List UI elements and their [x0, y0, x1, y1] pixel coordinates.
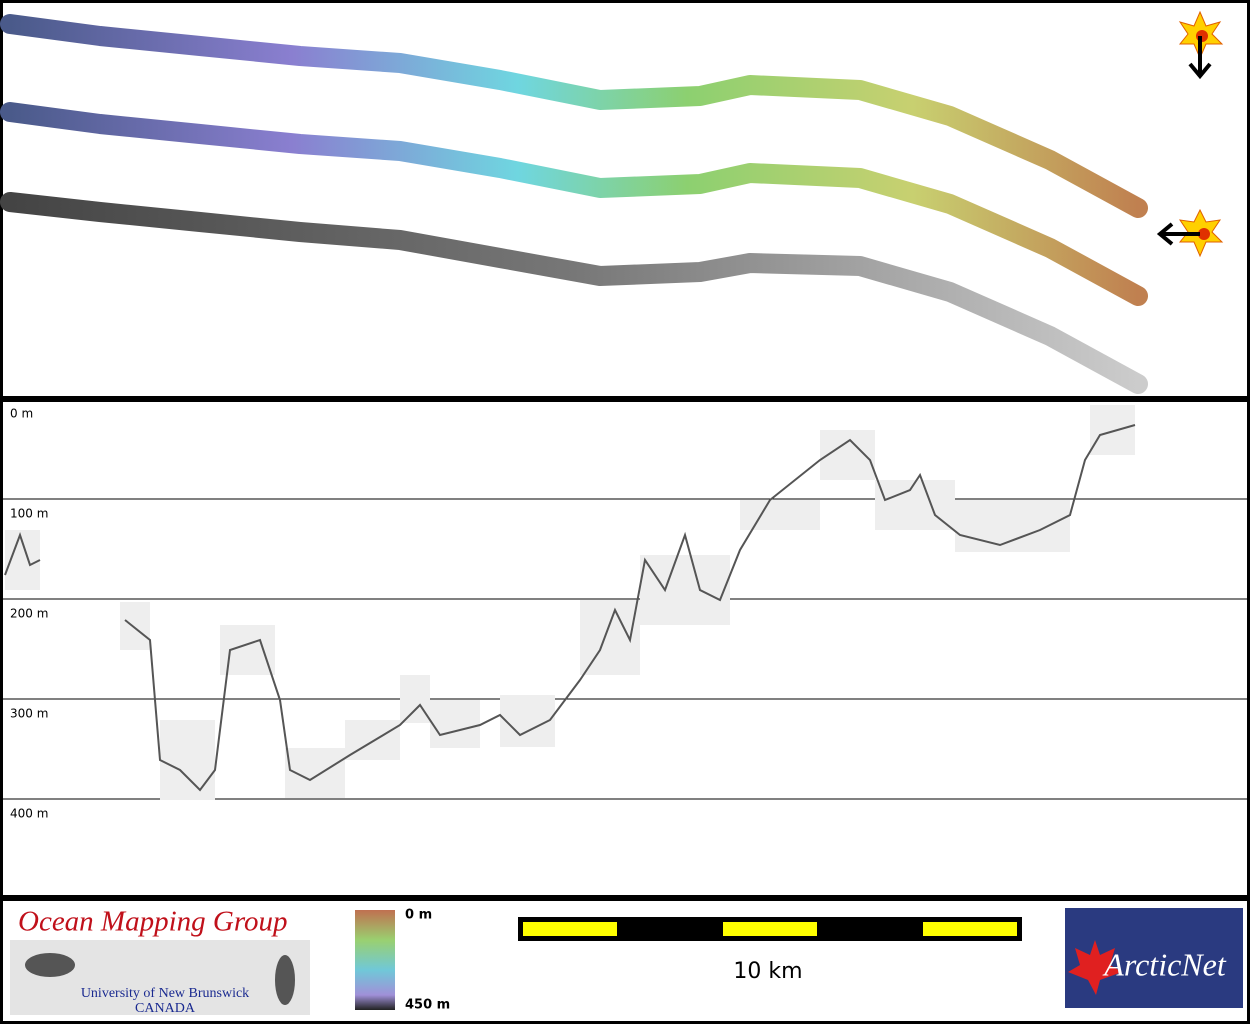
- sun-icon-1: [1178, 10, 1224, 80]
- country: CANADA: [135, 1001, 196, 1016]
- group-logo-image: [10, 940, 310, 1015]
- scale-label: 10 km: [733, 959, 802, 984]
- swath-gray: [0, 192, 1148, 394]
- sun-icon-2: [1156, 208, 1224, 258]
- logo-shape: [275, 955, 295, 1005]
- colorbar-top: 0 m: [405, 908, 432, 923]
- colorbar-bottom: 450 m: [405, 998, 450, 1013]
- depth-label: 0 m: [10, 407, 33, 421]
- colorbar: [355, 910, 395, 1010]
- group-name: Ocean Mapping Group: [18, 906, 288, 938]
- swath-color-2: [0, 102, 1148, 306]
- logo-shape: [25, 953, 75, 977]
- university: University of New Brunswick: [81, 986, 249, 1001]
- depth-label: 100 m: [10, 507, 48, 521]
- depth-label: 300 m: [10, 707, 48, 721]
- seafloor-trace: [124, 424, 1136, 792]
- swaths: [0, 14, 1148, 394]
- scale-bar: [518, 917, 1022, 941]
- maple-leaf: [1068, 940, 1122, 995]
- swath-color-1: [0, 14, 1148, 218]
- arcticnet-text: ArcticNet: [1102, 946, 1227, 982]
- seafloor-trace: [4, 532, 41, 576]
- depth-label: 400 m: [10, 807, 48, 821]
- depth-label: 200 m: [10, 607, 48, 621]
